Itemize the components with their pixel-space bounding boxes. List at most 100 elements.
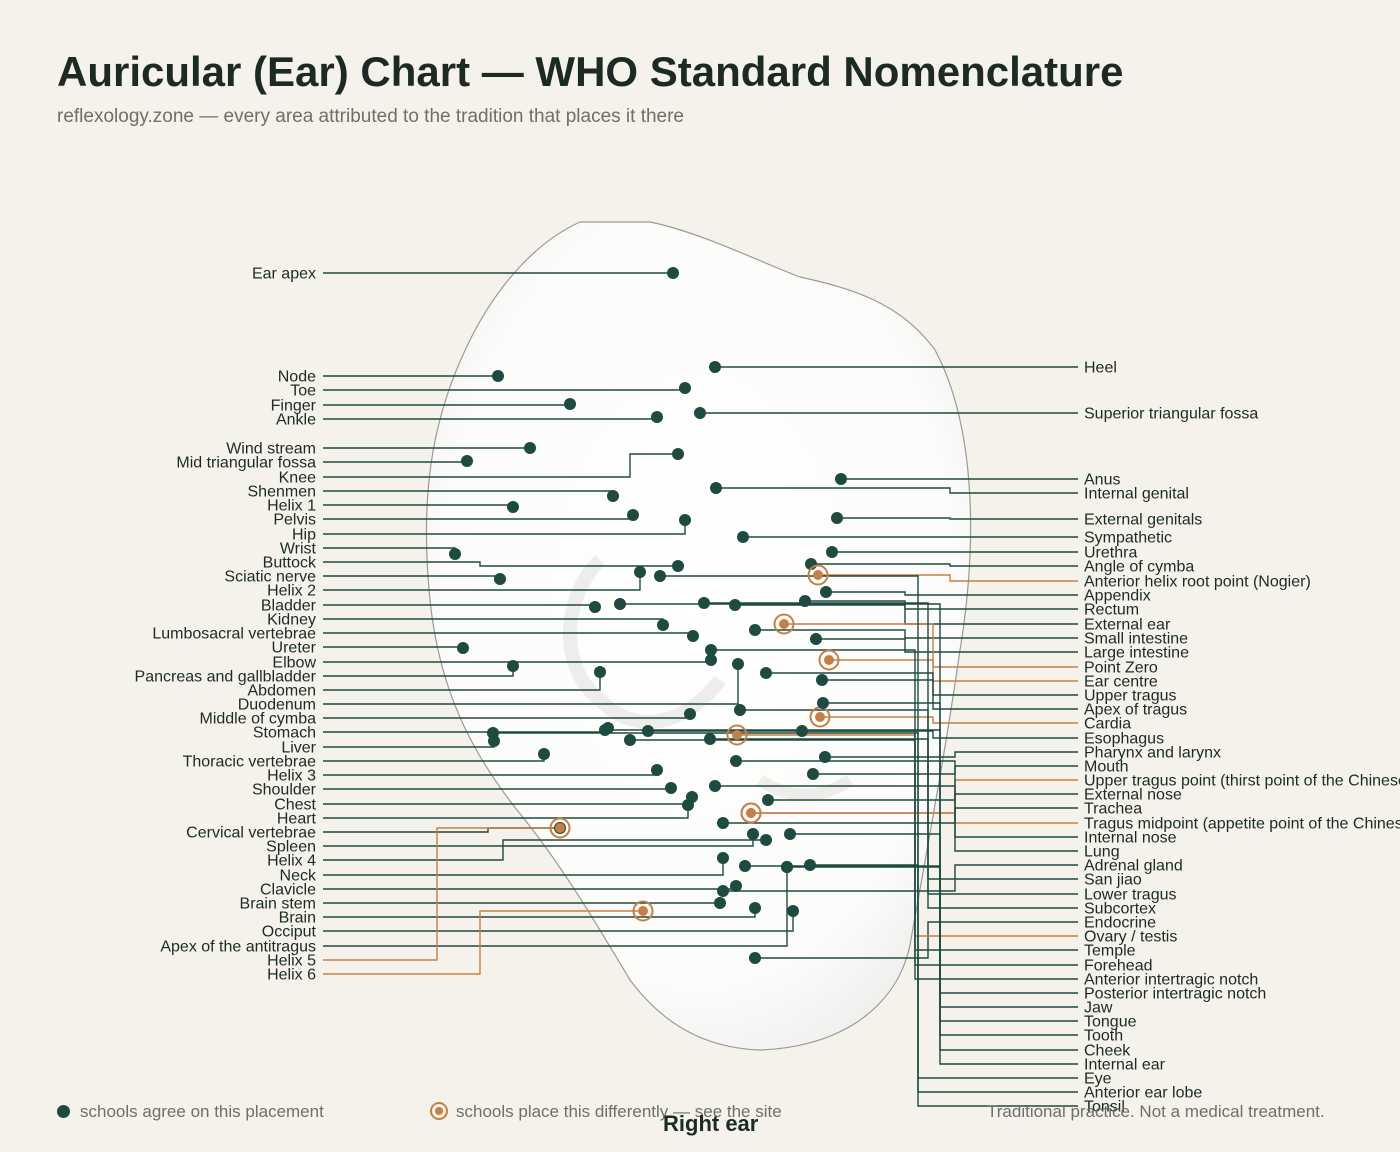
point-sciatic-nerve[interactable] bbox=[494, 573, 506, 585]
point-sympathetic[interactable] bbox=[737, 531, 749, 543]
point-ureter[interactable] bbox=[457, 642, 469, 654]
label-middle-of-cymba: Middle of cymba bbox=[200, 711, 317, 728]
point-ear-apex[interactable] bbox=[667, 267, 679, 279]
point-bladder[interactable] bbox=[589, 601, 601, 613]
point-urethra[interactable] bbox=[826, 546, 838, 558]
label-heart: Heart bbox=[277, 811, 317, 828]
label-apex-of-the-antitragus: Apex of the antitragus bbox=[160, 939, 316, 956]
point-buttock[interactable] bbox=[672, 560, 684, 572]
label-san-jiao: San jiao bbox=[1084, 872, 1142, 889]
point-mouth[interactable] bbox=[807, 768, 819, 780]
point-pharynx-and-larynx[interactable] bbox=[819, 751, 831, 763]
point-node[interactable] bbox=[492, 370, 504, 382]
point-apex-of-tragus[interactable] bbox=[816, 674, 828, 686]
point-lower-tragus[interactable] bbox=[698, 597, 710, 609]
label-elbow: Elbow bbox=[272, 655, 316, 672]
leader-line-external-ear bbox=[735, 604, 1078, 625]
point-brain-stem[interactable] bbox=[714, 897, 726, 909]
point-ear-centre[interactable] bbox=[824, 655, 834, 665]
point-helix-2[interactable] bbox=[634, 566, 646, 578]
point-abdomen[interactable] bbox=[594, 666, 606, 678]
point-occiput[interactable] bbox=[787, 905, 799, 917]
point-internal-genital[interactable] bbox=[710, 482, 722, 494]
point-large-intestine[interactable] bbox=[749, 624, 761, 636]
point-internal-nose[interactable] bbox=[709, 780, 721, 792]
point-helix-4[interactable] bbox=[760, 834, 772, 846]
point-shenmen[interactable] bbox=[607, 490, 619, 502]
label-bladder: Bladder bbox=[261, 598, 317, 615]
point-ovary-testis[interactable] bbox=[732, 730, 742, 740]
point-finger[interactable] bbox=[564, 398, 576, 410]
leader-line-helix-4 bbox=[323, 839, 766, 861]
point-pelvis[interactable] bbox=[627, 509, 639, 521]
point-kidney[interactable] bbox=[657, 619, 669, 631]
point-external-genitals[interactable] bbox=[831, 512, 843, 524]
point-tooth[interactable] bbox=[739, 860, 751, 872]
point-lumbosacral-vertebrae[interactable] bbox=[687, 630, 699, 642]
point-clavicle[interactable] bbox=[730, 880, 742, 892]
point-duodenum[interactable] bbox=[732, 658, 744, 670]
point-eye[interactable] bbox=[654, 570, 666, 582]
point-tongue[interactable] bbox=[784, 828, 796, 840]
point-esophagus[interactable] bbox=[796, 725, 808, 737]
point-subcortex[interactable] bbox=[704, 733, 716, 745]
point-wrist[interactable] bbox=[449, 548, 461, 560]
point-posterior-intertragic-notch[interactable] bbox=[599, 724, 611, 736]
label-brain: Brain bbox=[279, 910, 316, 927]
point-upper-tragus[interactable] bbox=[760, 667, 772, 679]
point-rectum[interactable] bbox=[799, 595, 811, 607]
point-spleen[interactable] bbox=[747, 828, 759, 840]
point-adrenal-gland[interactable] bbox=[717, 885, 729, 897]
point-mid-triangular-fossa[interactable] bbox=[461, 455, 473, 467]
point-shoulder[interactable] bbox=[665, 782, 677, 794]
point-point-zero[interactable] bbox=[779, 619, 789, 629]
point-toe[interactable] bbox=[679, 382, 691, 394]
point-anterior-ear-lobe[interactable] bbox=[487, 727, 499, 739]
point-cardia[interactable] bbox=[815, 712, 825, 722]
label-spleen: Spleen bbox=[266, 839, 316, 856]
label-wind-stream: Wind stream bbox=[226, 441, 316, 458]
leader-line-tonsil bbox=[810, 864, 1078, 1107]
point-anterior-intertragic-notch[interactable] bbox=[705, 644, 717, 656]
point-neck[interactable] bbox=[717, 852, 729, 864]
point-appendix[interactable] bbox=[820, 586, 832, 598]
point-trachea[interactable] bbox=[717, 817, 729, 829]
point-tonsil[interactable] bbox=[804, 859, 816, 871]
point-superior-triangular-fossa[interactable] bbox=[694, 407, 706, 419]
point-brain[interactable] bbox=[749, 902, 761, 914]
point-pancreas-and-gallbladder[interactable] bbox=[507, 660, 519, 672]
point-helix-5[interactable] bbox=[555, 823, 565, 833]
point-internal-ear[interactable] bbox=[614, 598, 626, 610]
point-thoracic-vertebrae[interactable] bbox=[538, 748, 550, 760]
point-temple[interactable] bbox=[642, 725, 654, 737]
point-anterior-helix-root-point-nogier[interactable] bbox=[813, 570, 823, 580]
point-external-ear[interactable] bbox=[729, 599, 741, 611]
point-small-intestine[interactable] bbox=[810, 633, 822, 645]
point-anus[interactable] bbox=[835, 473, 847, 485]
label-eye: Eye bbox=[1084, 1071, 1112, 1088]
point-san-jiao[interactable] bbox=[734, 704, 746, 716]
point-helix-1[interactable] bbox=[507, 501, 519, 513]
point-forehead[interactable] bbox=[624, 734, 636, 746]
point-helix-6-ring bbox=[632, 900, 654, 922]
point-external-nose[interactable] bbox=[762, 794, 774, 806]
label-upper-tragus-point-thirst-point-of-the-chinese-school: Upper tragus point (thirst point of the … bbox=[1084, 773, 1400, 790]
point-wind-stream[interactable] bbox=[524, 442, 536, 454]
point-knee[interactable] bbox=[672, 448, 684, 460]
legend-differ: schools place this differently — see the… bbox=[430, 1102, 782, 1122]
point-lung[interactable] bbox=[730, 755, 742, 767]
point-helix-6[interactable] bbox=[638, 906, 648, 916]
label-small-intestine: Small intestine bbox=[1084, 631, 1188, 648]
point-elbow[interactable] bbox=[705, 654, 717, 666]
point-middle-of-cymba[interactable] bbox=[684, 708, 696, 720]
point-helix-3[interactable] bbox=[651, 764, 663, 776]
point-cheek[interactable] bbox=[781, 861, 793, 873]
point-heel[interactable] bbox=[709, 361, 721, 373]
point-ankle[interactable] bbox=[651, 411, 663, 423]
point-endocrine[interactable] bbox=[749, 952, 761, 964]
label-lumbosacral-vertebrae: Lumbosacral vertebrae bbox=[152, 626, 316, 643]
point-jaw[interactable] bbox=[817, 697, 829, 709]
point-hip[interactable] bbox=[679, 514, 691, 526]
point-heart[interactable] bbox=[682, 799, 694, 811]
point-tragus-midpoint-appetite-point-of-the-chinese-school[interactable] bbox=[746, 808, 756, 818]
